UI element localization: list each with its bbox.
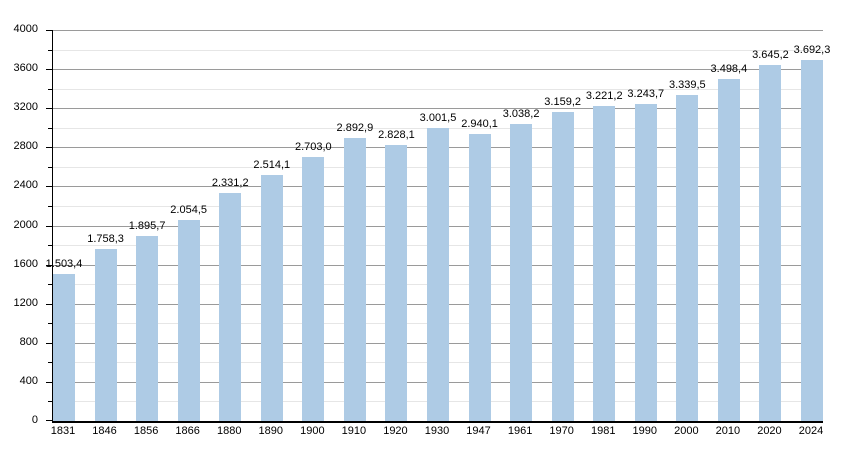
gridline-major bbox=[53, 30, 823, 31]
x-axis-label: 1831 bbox=[50, 425, 76, 437]
x-axis-label: 1947 bbox=[466, 425, 491, 437]
bar bbox=[717, 79, 740, 421]
gridline-major bbox=[53, 108, 823, 110]
y-axis-tick bbox=[48, 401, 53, 403]
x-axis-label: 1990 bbox=[632, 425, 658, 437]
y-axis-tick bbox=[46, 225, 53, 227]
y-axis-tick bbox=[46, 342, 53, 344]
y-axis-label: 400 bbox=[19, 374, 38, 387]
bar bbox=[593, 106, 616, 421]
bar-value-label: 2.940,1 bbox=[461, 117, 498, 130]
x-axis-label: 2020 bbox=[757, 425, 782, 437]
y-axis-label: 0 bbox=[31, 414, 38, 426]
y-axis-tick bbox=[48, 362, 53, 364]
bar bbox=[94, 249, 117, 421]
y-axis-tick bbox=[46, 108, 53, 110]
bar-value-label: 3.339,5 bbox=[668, 78, 706, 91]
bar-value-label: 3.221,2 bbox=[585, 90, 623, 103]
bar-value-label: 1.895,7 bbox=[128, 219, 166, 232]
gridline-minor bbox=[53, 88, 823, 90]
y-axis-tick bbox=[48, 166, 53, 168]
bar bbox=[177, 220, 200, 421]
y-axis-label: 2800 bbox=[13, 140, 38, 153]
x-axis-label: 1930 bbox=[424, 425, 450, 437]
y-axis-tick bbox=[48, 323, 53, 325]
x-axis-label: 1981 bbox=[590, 425, 616, 437]
bar bbox=[551, 112, 574, 421]
y-axis-label: 4000 bbox=[13, 23, 38, 35]
y-axis: 0 400 800 1200 1600 2000 2400 2800 3200 3600 4000 bbox=[0, 24, 38, 426]
bar bbox=[260, 175, 283, 421]
x-axis-label: 2024 bbox=[798, 425, 824, 437]
bar-value-label: 2.703,0 bbox=[294, 140, 332, 153]
bar-value-label: 3.038,2 bbox=[502, 108, 540, 121]
y-axis-tick bbox=[48, 49, 53, 51]
y-axis-tick bbox=[46, 69, 53, 71]
bar bbox=[343, 138, 366, 421]
bar-value-label: 3.159,2 bbox=[544, 96, 582, 109]
y-axis-tick bbox=[48, 205, 53, 207]
y-axis-label: 1600 bbox=[13, 257, 38, 270]
bar bbox=[219, 193, 242, 421]
y-axis-label: 1200 bbox=[13, 296, 38, 309]
y-axis-label: 3200 bbox=[13, 101, 38, 114]
x-axis: 1831 1846 1856 1866 1880 1890 1900 1910 1920 1930… bbox=[50, 425, 824, 441]
x-axis-label: 1910 bbox=[341, 425, 367, 437]
y-axis-tick bbox=[46, 264, 53, 266]
bar-value-label: 3.001,5 bbox=[419, 111, 457, 124]
bar bbox=[136, 235, 159, 421]
bar bbox=[427, 127, 449, 421]
x-axis-label: 1856 bbox=[133, 425, 159, 437]
x-axis-label: 1890 bbox=[258, 425, 284, 437]
bar bbox=[801, 60, 823, 421]
gridline-major bbox=[53, 69, 823, 71]
gridline-minor bbox=[53, 49, 823, 51]
bar bbox=[676, 94, 699, 421]
bar bbox=[759, 64, 782, 421]
y-axis-tick bbox=[46, 420, 53, 421]
plot-area: 1.503,4 1.758,3 1.895,7 2.054,5 2.331,2 2.514… bbox=[46, 30, 830, 423]
x-axis-label: 1970 bbox=[549, 425, 574, 437]
x-axis-label: 1920 bbox=[383, 425, 408, 437]
bar-value-label: 1.758,3 bbox=[87, 233, 124, 246]
x-axis-label: 1866 bbox=[175, 425, 200, 437]
y-axis-tick bbox=[46, 147, 53, 149]
y-axis-tick bbox=[46, 186, 53, 188]
x-axis-label: 2010 bbox=[715, 425, 741, 437]
bar-value-label: 2.828,1 bbox=[378, 128, 415, 141]
bar-value-label: 2.054,5 bbox=[170, 204, 208, 217]
x-axis-label: 2000 bbox=[674, 425, 699, 437]
bar-value-label: 3.645,2 bbox=[752, 48, 789, 61]
bar bbox=[468, 133, 491, 421]
y-axis-tick bbox=[48, 245, 53, 247]
x-axis-label: 1846 bbox=[92, 425, 117, 437]
bar bbox=[510, 124, 533, 421]
y-axis-label: 3600 bbox=[13, 62, 38, 75]
bar-value-label: 3.692,3 bbox=[793, 44, 831, 57]
bar-value-label: 2.514,1 bbox=[253, 159, 291, 172]
bar-value-label: 1.503,4 bbox=[45, 258, 83, 271]
y-axis-label: 2000 bbox=[13, 218, 38, 231]
bar bbox=[634, 103, 657, 421]
y-axis-label: 800 bbox=[19, 335, 38, 348]
bar bbox=[385, 144, 408, 421]
bar-value-label: 3.243,7 bbox=[627, 87, 665, 100]
y-axis-tick bbox=[48, 88, 53, 90]
y-axis-label: 2400 bbox=[13, 179, 38, 192]
bar bbox=[53, 274, 75, 421]
x-axis-label: 1961 bbox=[507, 425, 533, 437]
y-axis-tick bbox=[46, 30, 53, 31]
bar-value-label: 2.331,2 bbox=[211, 177, 249, 190]
x-axis-label: 1880 bbox=[216, 425, 242, 437]
x-axis-label: 1900 bbox=[300, 425, 325, 437]
bar-value-label: 2.892,9 bbox=[336, 122, 374, 135]
bar bbox=[302, 156, 325, 421]
y-axis-tick bbox=[46, 303, 53, 305]
y-axis-tick bbox=[46, 381, 53, 383]
y-axis-tick bbox=[48, 127, 53, 129]
y-axis-tick bbox=[48, 284, 53, 286]
bar-value-label: 3.498,4 bbox=[710, 63, 748, 76]
